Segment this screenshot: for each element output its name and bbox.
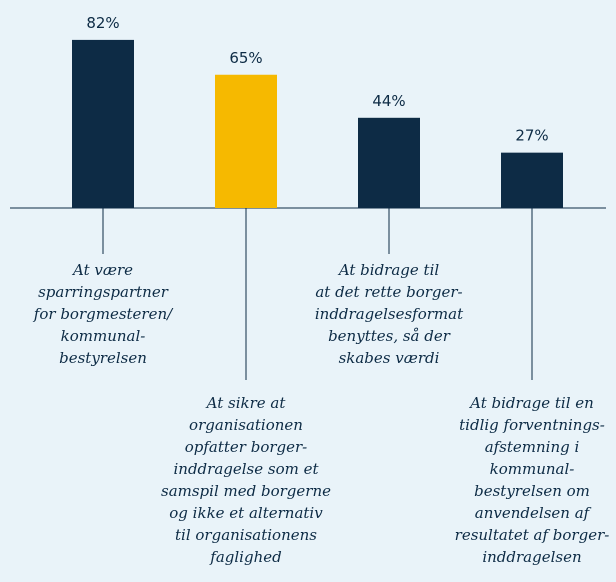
bar	[501, 152, 563, 208]
category-label: At være sparringspartner for borgmestere…	[33, 261, 173, 367]
value-label: 44%	[372, 92, 405, 110]
category-label: At sikre at organisationen opfatter borg…	[161, 394, 331, 566]
value-label: 27%	[515, 127, 548, 145]
category-label: At bidrage til at det rette borger- indd…	[314, 261, 464, 367]
category-label: At bidrage til en tidlig forventnings- a…	[454, 394, 610, 566]
bar	[358, 117, 420, 208]
bar	[72, 39, 134, 209]
bar	[215, 74, 277, 208]
value-label: 65%	[229, 49, 262, 67]
value-label: 82%	[86, 14, 119, 32]
